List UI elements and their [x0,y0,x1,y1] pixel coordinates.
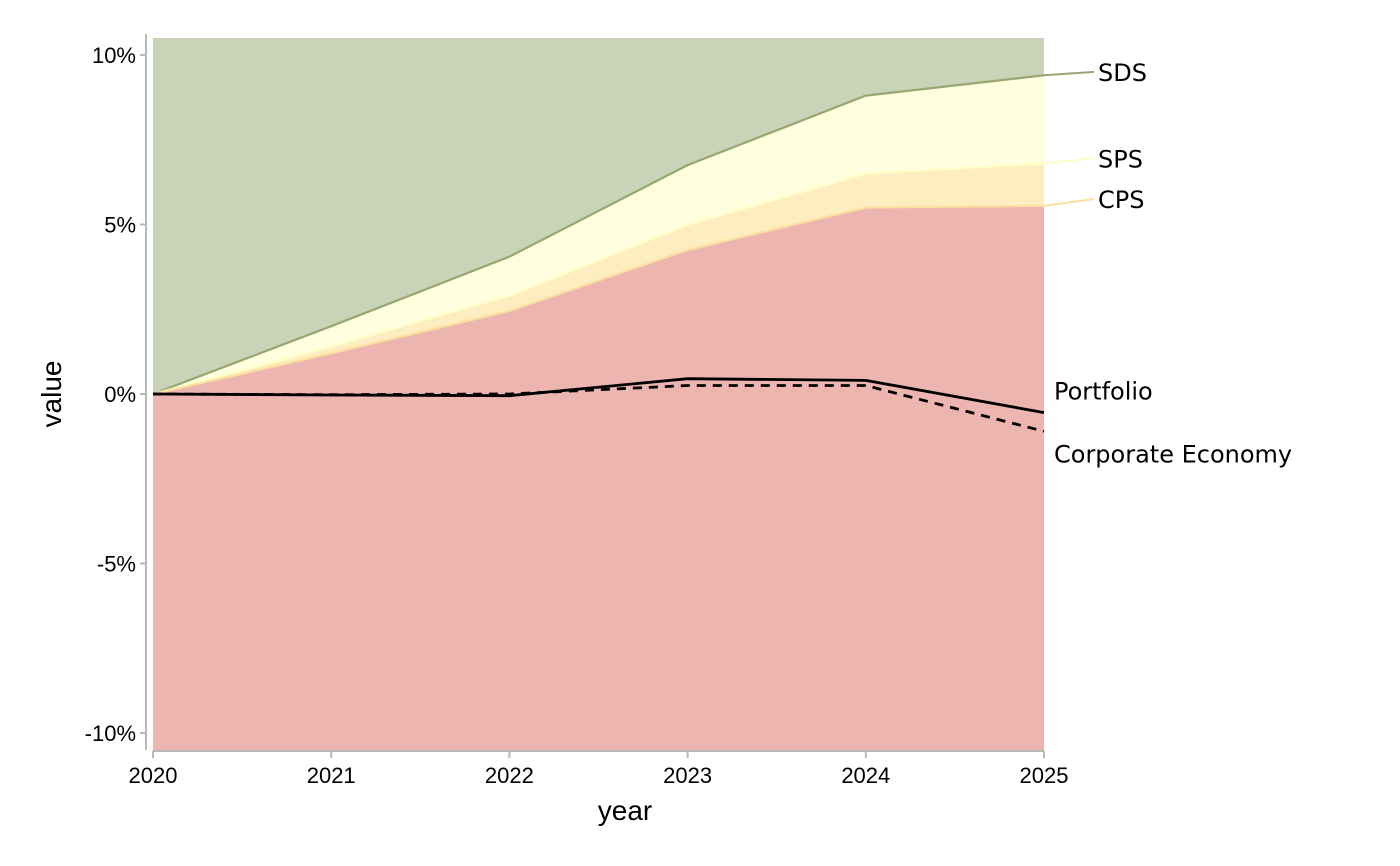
y-tick-label: -5% [97,552,136,577]
scenario-line-cps [152,204,1045,396]
x-tick-label: 2024 [841,763,890,788]
lines-layer [152,74,1045,433]
band-above-SDS [153,38,1044,394]
band-below-CPS [153,205,1044,751]
end-label-sds: SDS [1098,59,1147,87]
labels-layer: SDS SPS CPS Portfolio Corporate Economy [1043,59,1292,468]
band-CPS-SPS [153,163,1044,394]
label-leader-cps [1043,198,1095,207]
end-label-corporate-economy: Corporate Economy [1054,440,1292,468]
x-axis-title: year [598,795,652,826]
bands-layer [153,38,1044,751]
label-leader-sds [1043,70,1095,77]
scenario-line-sps [152,162,1045,396]
y-axis-title: value [36,361,67,428]
y-tick-label: 0% [104,382,136,407]
x-tick-label: 2020 [129,763,178,788]
end-label-cps: CPS [1098,186,1144,214]
band-SPS-SDS [153,75,1044,395]
series-line-corporate-economy [152,384,1045,433]
label-leader-sps [1043,157,1095,165]
scenario-line-sds [152,74,1045,396]
x-tick-label: 2021 [307,763,356,788]
x-tick-label: 2023 [663,763,712,788]
x-tick-label: 2022 [485,763,534,788]
y-tick-label: 10% [92,43,136,68]
y-tick-label: -10% [85,721,136,746]
y-tick-label: 5% [104,212,136,237]
end-label-portfolio: Portfolio [1054,378,1153,406]
end-label-sps: SPS [1098,145,1143,173]
axes-layer: 10% 5% 0% -5% -10% 2020 2021 2022 2023 2024 2025 [85,34,1069,788]
x-tick-label: 2025 [1020,763,1069,788]
